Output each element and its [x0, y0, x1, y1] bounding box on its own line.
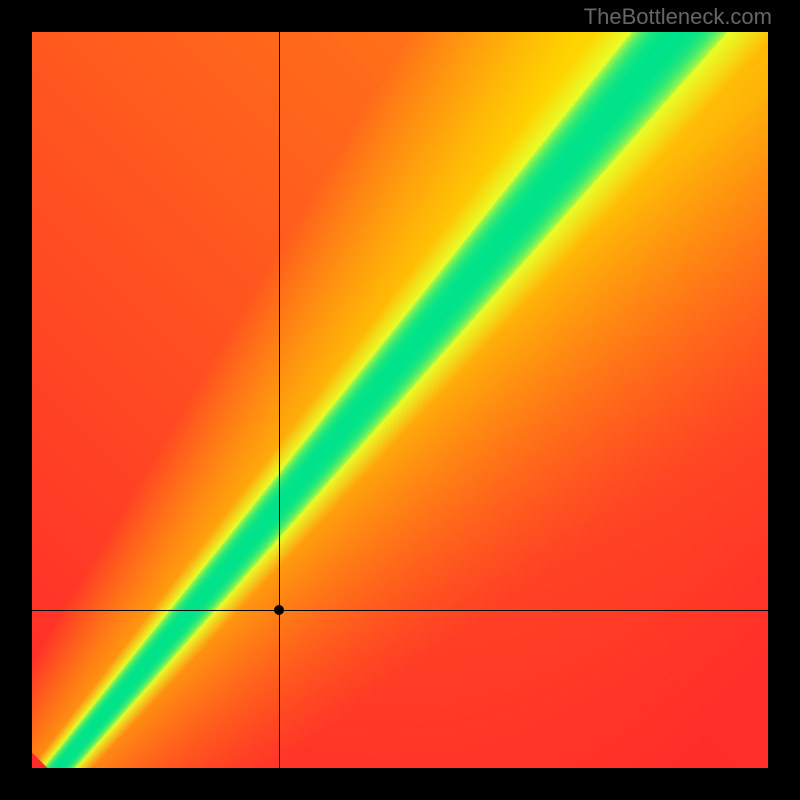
attribution-text: TheBottleneck.com	[584, 4, 772, 30]
heatmap-canvas	[32, 32, 768, 768]
plot-area	[32, 32, 768, 768]
data-point-marker	[274, 605, 284, 615]
chart-container: TheBottleneck.com	[0, 0, 800, 800]
crosshair-vertical-line	[279, 32, 280, 768]
crosshair-horizontal-line	[32, 610, 768, 611]
